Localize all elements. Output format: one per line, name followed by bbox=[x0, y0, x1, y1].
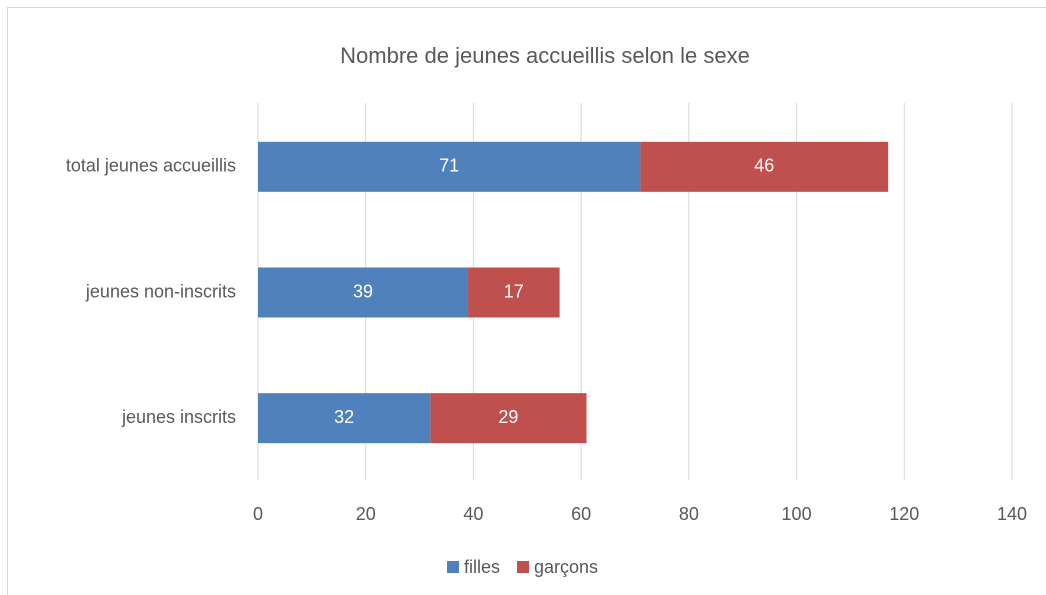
x-tick-label: 80 bbox=[679, 504, 699, 524]
bar bbox=[640, 141, 889, 192]
x-tick-label: 40 bbox=[463, 504, 483, 524]
x-tick-label: 0 bbox=[253, 504, 263, 524]
y-tick-label: jeunes non-inscrits bbox=[85, 281, 236, 301]
y-tick-label: total jeunes accueillis bbox=[66, 156, 236, 176]
chart-title: Nombre de jeunes accueillis selon le sex… bbox=[340, 43, 750, 68]
bar bbox=[258, 141, 641, 192]
bar bbox=[468, 267, 560, 318]
x-tick-label: 120 bbox=[889, 504, 919, 524]
x-tick-label: 100 bbox=[782, 504, 812, 524]
x-tick-label: 20 bbox=[356, 504, 376, 524]
bar bbox=[258, 267, 469, 318]
data-label: 29 bbox=[498, 407, 518, 427]
data-label: 39 bbox=[353, 281, 373, 301]
data-label: 71 bbox=[439, 156, 459, 176]
data-label: 32 bbox=[334, 407, 354, 427]
bar bbox=[258, 393, 431, 444]
legend-swatch bbox=[517, 561, 530, 573]
legend-swatch bbox=[447, 561, 459, 573]
legend-label: garçons bbox=[534, 557, 598, 577]
data-label: 46 bbox=[754, 156, 774, 176]
x-tick-label: 60 bbox=[571, 504, 591, 524]
bar bbox=[430, 393, 587, 444]
y-tick-label: jeunes inscrits bbox=[121, 407, 236, 427]
legend-label: filles bbox=[464, 557, 500, 577]
x-tick-label: 140 bbox=[997, 504, 1027, 524]
data-label: 17 bbox=[504, 281, 524, 301]
